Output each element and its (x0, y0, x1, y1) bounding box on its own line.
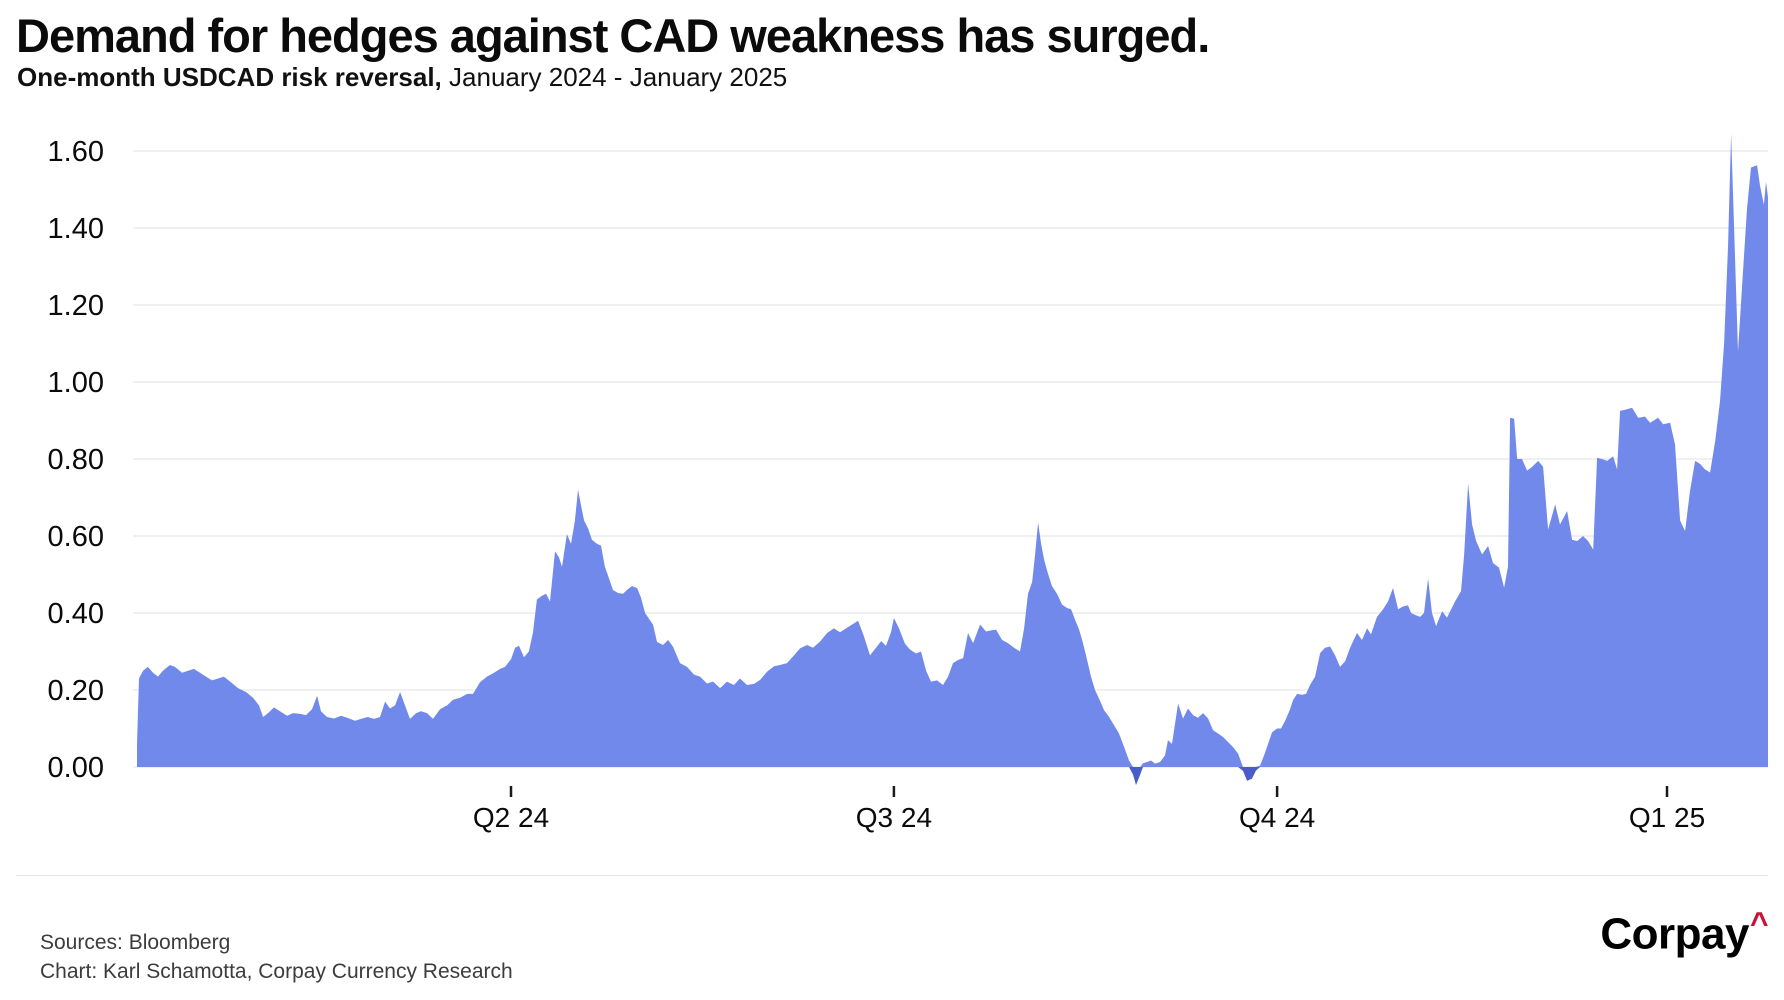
subtitle-series-name: One-month USDCAD risk reversal, (17, 62, 442, 92)
area-series (137, 133, 1768, 786)
y-axis-tick-label: 1.20 (48, 290, 104, 322)
y-axis-tick-label: 1.60 (48, 136, 104, 168)
subtitle-period: January 2024 - January 2025 (441, 62, 788, 92)
corpay-logo: Corpay^ (1600, 905, 1768, 959)
y-axis-labels: 0.00 0.20 0.40 0.60 0.80 1.00 1.20 1.40 1.60 (48, 136, 104, 784)
page-title: Demand for hedges against CAD weakness h… (16, 9, 1210, 62)
y-axis-tick-label: 1.00 (48, 367, 104, 399)
corpay-logo-caret-icon: ^ (1750, 905, 1769, 941)
y-axis-tick-label: 1.40 (48, 213, 104, 245)
footer-divider (16, 875, 1768, 876)
x-axis-tick-label: Q4 24 (1239, 802, 1315, 833)
area-below-zero (137, 767, 1768, 786)
y-axis-tick-label: 0.20 (48, 675, 104, 707)
area-above-zero (137, 133, 1768, 768)
y-axis-tick-label: 0.00 (48, 752, 104, 784)
x-axis-tick-label: Q2 24 (473, 802, 549, 833)
x-axis-ticks (509, 786, 1669, 797)
y-axis-tick-label: 0.80 (48, 444, 104, 476)
x-axis-tick-label: Q3 24 (856, 802, 932, 833)
footer-notes: Sources: Bloomberg Chart: Karl Schamotta… (40, 928, 513, 986)
y-axis-tick-label: 0.40 (48, 598, 104, 630)
y-axis-tick-label: 0.60 (48, 521, 104, 553)
x-axis-tick-label: Q1 25 (1629, 802, 1705, 833)
source-note: Sources: Bloomberg (40, 931, 231, 954)
corpay-logo-text: Corpay (1600, 909, 1749, 959)
credit-note: Chart: Karl Schamotta, Corpay Currency R… (40, 960, 513, 983)
chart-subtitle: One-month USDCAD risk reversal, January … (17, 62, 787, 93)
x-axis-labels: Q2 24 Q3 24 Q4 24 Q1 25 (473, 802, 1705, 833)
